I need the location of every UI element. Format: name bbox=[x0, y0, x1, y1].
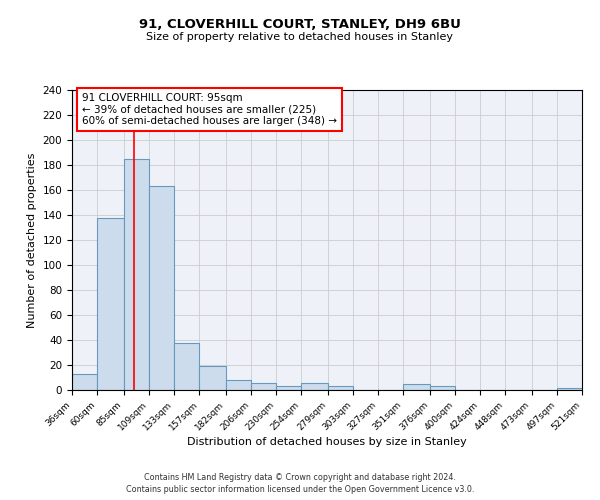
Bar bbox=[301, 382, 328, 390]
Bar bbox=[226, 380, 251, 390]
Bar bbox=[199, 366, 226, 390]
Text: Size of property relative to detached houses in Stanley: Size of property relative to detached ho… bbox=[146, 32, 454, 42]
Bar bbox=[97, 218, 124, 390]
Bar bbox=[430, 386, 455, 390]
Text: 91, CLOVERHILL COURT, STANLEY, DH9 6BU: 91, CLOVERHILL COURT, STANLEY, DH9 6BU bbox=[139, 18, 461, 30]
X-axis label: Distribution of detached houses by size in Stanley: Distribution of detached houses by size … bbox=[187, 438, 467, 448]
Bar bbox=[149, 186, 174, 390]
Bar bbox=[403, 384, 430, 390]
Bar bbox=[124, 159, 149, 390]
Bar bbox=[72, 374, 97, 390]
Text: 91 CLOVERHILL COURT: 95sqm
← 39% of detached houses are smaller (225)
60% of sem: 91 CLOVERHILL COURT: 95sqm ← 39% of deta… bbox=[82, 93, 337, 126]
Bar bbox=[174, 342, 199, 390]
Bar bbox=[557, 388, 582, 390]
Bar bbox=[276, 386, 301, 390]
Text: Contains HM Land Registry data © Crown copyright and database right 2024.: Contains HM Land Registry data © Crown c… bbox=[144, 473, 456, 482]
Y-axis label: Number of detached properties: Number of detached properties bbox=[27, 152, 37, 328]
Bar bbox=[328, 386, 353, 390]
Text: Contains public sector information licensed under the Open Government Licence v3: Contains public sector information licen… bbox=[126, 484, 474, 494]
Bar bbox=[251, 382, 276, 390]
